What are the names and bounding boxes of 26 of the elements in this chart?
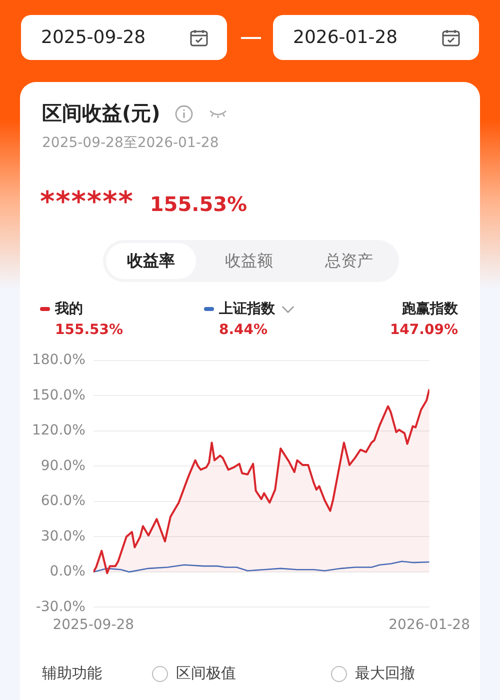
y-tick-label: 0.0% (50, 564, 86, 580)
y-tick-label: 180.0% (32, 352, 86, 368)
text: 收益率 (106, 243, 196, 279)
legend-label: 上证指数 (219, 300, 275, 318)
text: 147.09% (390, 322, 458, 338)
chart-title: 区间收益(元) (42, 100, 160, 127)
text: 155.53% (55, 322, 124, 338)
text: 跑赢指数 (401, 300, 458, 318)
legend-label: 我的 (55, 300, 83, 318)
y-tick-label: 90.0% (40, 458, 86, 474)
y-tick-label: -30.0% (36, 598, 86, 615)
text: 2026-01-28 (293, 27, 398, 48)
chart-subtitle: 2025-09-28至2026-01-28 (42, 134, 219, 152)
text: ****** (40, 185, 134, 218)
text: 8.44% (219, 322, 269, 338)
text: 2025-09-28 (41, 27, 146, 48)
y-tick-label: 120.0% (32, 422, 86, 439)
text: 总资产 (324, 250, 374, 272)
y-tick-label: 30.0% (40, 528, 86, 544)
y-tick-label: 150.0% (32, 387, 86, 404)
text: 最大回撤 (355, 664, 415, 683)
text: 辅助功能 (42, 664, 103, 683)
y-tick-label: 60.0% (40, 493, 86, 510)
text: 155.53% (150, 192, 248, 216)
text: 区间极值 (176, 664, 237, 683)
text: 收益额 (224, 250, 274, 272)
